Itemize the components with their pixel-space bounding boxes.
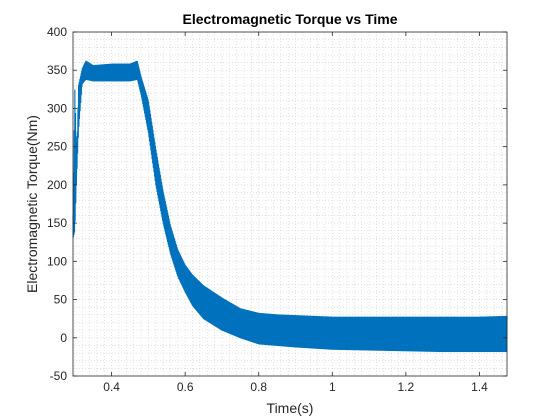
y-tick-label: 300 bbox=[47, 101, 67, 115]
data-series bbox=[72, 60, 508, 353]
y-tick-label: 100 bbox=[47, 254, 67, 268]
grid-lines bbox=[73, 31, 507, 377]
x-axis-label: Time(s) bbox=[267, 400, 314, 416]
chart-title: Electromagnetic Torque vs Time bbox=[183, 11, 398, 27]
y-tick-label: 350 bbox=[47, 63, 67, 77]
y-tick-label: 200 bbox=[47, 178, 67, 192]
y-tick-label: 0 bbox=[60, 331, 67, 345]
x-tick-label: 1.2 bbox=[398, 380, 415, 394]
x-tick-label: 0.6 bbox=[177, 380, 194, 394]
y-axis-label: Electromagnetic Torque(Nm) bbox=[24, 115, 40, 293]
torque-series-line bbox=[72, 60, 508, 353]
y-tick-label: 50 bbox=[54, 293, 68, 307]
plot-frame bbox=[72, 31, 508, 377]
y-tick-label: -50 bbox=[50, 369, 68, 383]
x-tick-label: 0.8 bbox=[250, 380, 267, 394]
y-tick-label: 150 bbox=[47, 216, 67, 230]
x-tick-label: 0.4 bbox=[103, 380, 120, 394]
y-tick-label: 400 bbox=[47, 25, 67, 39]
y-tick-label: 250 bbox=[47, 140, 67, 154]
axis-ticks: 0.4 0.6 0.8 1 1.2 1.4 -50 0 50 100 150 200 250 300 350… bbox=[47, 25, 507, 394]
x-tick-label: 1.4 bbox=[471, 380, 488, 394]
x-tick-label: 1 bbox=[329, 380, 336, 394]
